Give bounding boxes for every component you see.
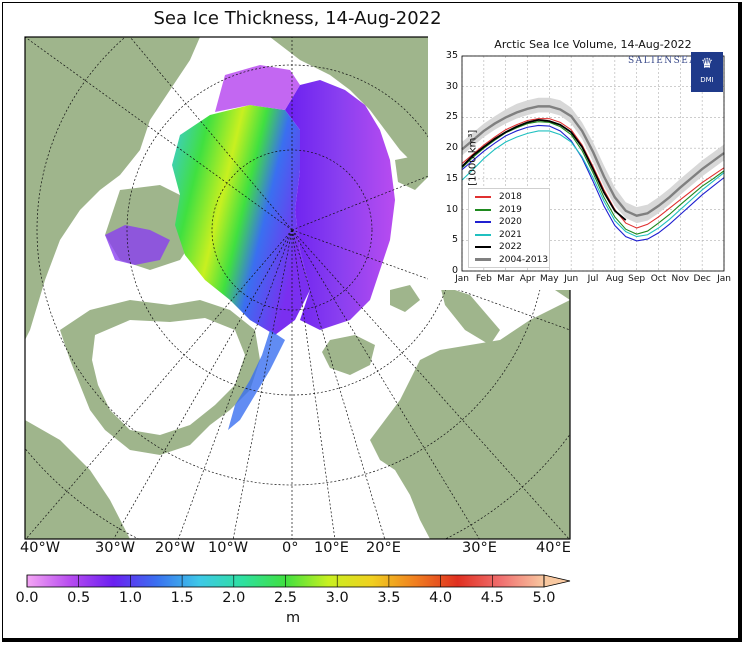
land-severnaya bbox=[395, 155, 430, 190]
lon-label: 30°W bbox=[95, 540, 136, 556]
series-line-2021 bbox=[461, 130, 725, 238]
y-tick-label: 15 bbox=[445, 172, 458, 184]
x-tick-label: Nov bbox=[671, 274, 690, 284]
colorbar-tick-label: 1.0 bbox=[118, 590, 142, 606]
legend-label: 2020 bbox=[499, 217, 522, 227]
y-tick-label: 25 bbox=[445, 111, 458, 123]
sea-ice-thick bbox=[172, 105, 310, 335]
legend-entry: 2021 bbox=[475, 229, 522, 241]
legend-swatch bbox=[475, 221, 491, 223]
dmi-logo: ♛ DMI bbox=[691, 52, 723, 92]
series-line-2018 bbox=[461, 118, 725, 229]
x-tick-label: Jun bbox=[564, 274, 579, 284]
legend-entry: 2019 bbox=[475, 204, 522, 216]
lon-label: 10°E bbox=[314, 540, 349, 556]
colorbar-tick-label: 2.0 bbox=[222, 590, 246, 606]
y-tick-label: 20 bbox=[445, 142, 458, 154]
sea-ice-marginal bbox=[215, 65, 300, 112]
crown-icon: ♛ bbox=[700, 56, 714, 72]
x-tick-label: May bbox=[540, 274, 559, 284]
y-tick-label: 30 bbox=[445, 80, 458, 92]
legend-entry: 2004-2013 bbox=[475, 254, 548, 266]
lon-label: 0° bbox=[282, 540, 299, 556]
lon-label: 40°E bbox=[536, 540, 571, 556]
legend-swatch bbox=[475, 196, 491, 198]
colorbar-tick-label: 2.5 bbox=[273, 590, 298, 606]
sea-ice-east-greenland bbox=[228, 330, 285, 430]
colorbar-tick-label: 0.5 bbox=[67, 590, 91, 606]
legend-label: 2019 bbox=[499, 204, 522, 215]
y-tick-label: 5 bbox=[451, 234, 458, 246]
x-tick-label: Apr bbox=[519, 274, 536, 284]
x-tick-label: Oct bbox=[650, 274, 667, 284]
colorbar-tick-label: 0.0 bbox=[15, 590, 39, 606]
legend-swatch bbox=[475, 258, 491, 261]
x-tick-label: Aug bbox=[606, 274, 624, 284]
x-tick-label: Sep bbox=[628, 274, 646, 284]
legend-label: 2004-2013 bbox=[499, 254, 549, 265]
legend-label: 2022 bbox=[499, 242, 522, 252]
colorbar bbox=[26, 574, 571, 588]
longitude-labels: 40°W 30°W 20°W 10°W 0° 10°E 20°E 30°E 40… bbox=[0, 540, 746, 560]
map-title: Sea Ice Thickness, 14-Aug-2022 bbox=[153, 8, 442, 29]
colorbar-tick-marks bbox=[26, 575, 545, 587]
sea-ice-thin bbox=[285, 80, 395, 330]
lon-label: 30°E bbox=[462, 540, 497, 556]
land-greenland-ice bbox=[92, 318, 245, 435]
colorbar-tick-label: 5.0 bbox=[532, 590, 556, 606]
volume-chart bbox=[461, 55, 725, 272]
legend-entry: 2020 bbox=[475, 216, 522, 228]
x-tick-label: Dec bbox=[693, 274, 711, 284]
legend-label: 2021 bbox=[499, 229, 522, 240]
legend-label: 2018 bbox=[499, 192, 522, 202]
y-tick-label: 35 bbox=[445, 50, 458, 61]
series-line-2022 bbox=[461, 118, 627, 221]
legend-swatch bbox=[475, 208, 491, 211]
volume-chart-title: Arctic Sea Ice Volume, 14-Aug-2022 bbox=[494, 38, 692, 51]
land-canada-alaska bbox=[25, 37, 200, 340]
legend-entry: 2022 bbox=[475, 241, 522, 253]
land-svalbard bbox=[322, 335, 375, 375]
y-tick-label: 0 bbox=[451, 265, 458, 276]
lon-label: 20°E bbox=[366, 540, 401, 556]
colorbar-tick-label: 3.5 bbox=[377, 590, 401, 606]
colorbar-tick-label: 3.0 bbox=[325, 590, 349, 606]
y-tick-label: 10 bbox=[445, 203, 458, 215]
volume-chart-axes bbox=[461, 55, 725, 272]
colorbar-tick-label: 1.5 bbox=[170, 590, 194, 606]
lon-label: 20°W bbox=[155, 540, 196, 556]
x-tick-label: Feb bbox=[475, 274, 492, 284]
volume-chart-legend: 2018 2019 2020 2021 2022 2004-2013 bbox=[468, 188, 550, 268]
colorbar-unit: m bbox=[286, 610, 301, 626]
colorbar-tick-label: 4.5 bbox=[480, 590, 504, 606]
salienseas-logo: SALIENSEAS bbox=[628, 56, 706, 66]
colorbar-extend-arrow bbox=[543, 574, 571, 588]
legend-entry: 2018 bbox=[475, 191, 522, 203]
dmi-logo-text: DMI bbox=[700, 76, 714, 84]
lon-label: 10°W bbox=[208, 540, 249, 556]
legend-swatch bbox=[475, 246, 491, 248]
x-tick-label: Mar bbox=[497, 274, 515, 284]
land-scandinavia-russia bbox=[370, 300, 570, 539]
series-line-2004-2013 bbox=[461, 105, 725, 217]
land-franz-josef bbox=[390, 285, 420, 312]
x-tick-label: Jan bbox=[717, 274, 731, 284]
x-tick-label: Jul bbox=[587, 274, 599, 284]
series-line-2020 bbox=[461, 124, 725, 242]
sea-ice-archipelago bbox=[105, 225, 170, 265]
lon-label: 40°W bbox=[20, 540, 61, 556]
land-novaya-zemlya bbox=[440, 285, 500, 345]
colorbar-tick-label: 4.0 bbox=[429, 590, 453, 606]
series-band-2004-2013 bbox=[462, 97, 724, 224]
legend-swatch bbox=[475, 233, 491, 236]
x-tick-label: Jan bbox=[455, 274, 469, 284]
